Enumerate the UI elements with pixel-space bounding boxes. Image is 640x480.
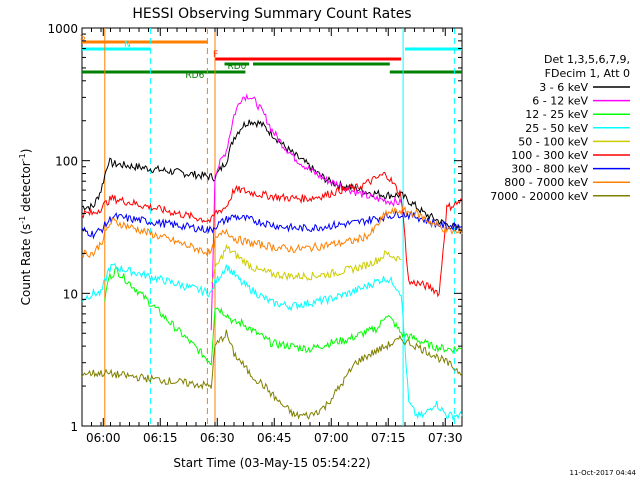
y-tick-label: 1000 [47, 22, 78, 36]
legend-label: 6 - 12 keV [532, 95, 588, 108]
series-layer [81, 93, 463, 422]
y-axis-label-sup: -1 [18, 216, 27, 224]
y-tick-label: 1 [70, 420, 78, 434]
series-line [81, 329, 463, 420]
x-tick-label: 07:00 [314, 431, 349, 445]
footer-timestamp: 11-Oct-2017 04:44 [570, 469, 637, 477]
legend-label: 7000 - 20000 keV [490, 190, 588, 203]
flag-label: RD0 [228, 62, 247, 72]
flag-label: S [80, 33, 86, 43]
vlines-layer [104, 28, 455, 426]
y-axis-label: Count Rate (s-1 detector-1) [18, 149, 33, 306]
x-tick-label: 07:15 [371, 431, 406, 445]
legend-label: 3 - 6 keV [539, 81, 588, 94]
y-tick-label: 100 [55, 155, 78, 169]
y-axis-label-mid: detector [19, 161, 33, 216]
x-tick-label: 06:45 [257, 431, 292, 445]
legend: Det 1,3,5,6,7,9, FDecim 1, Att 0 3 - 6 k… [490, 53, 630, 203]
series-line [81, 171, 463, 298]
flag-label: N [124, 40, 131, 50]
legend-label: 50 - 100 keV [518, 135, 588, 148]
flag-label: F [213, 50, 218, 60]
legend-label: 800 - 7000 keV [504, 176, 588, 189]
series-line [104, 265, 463, 366]
x-tick-label: 06:00 [86, 431, 121, 445]
series-line [81, 205, 463, 259]
flags-layer: S N F RD0 RD6 [80, 33, 462, 81]
x-tick-label: 06:30 [200, 431, 235, 445]
series-line [81, 119, 463, 235]
legend-label: 12 - 25 keV [525, 108, 588, 121]
series-line [81, 209, 463, 240]
y-axis-label-main: Count Rate (s [19, 224, 33, 306]
y-tick-label: 10 [63, 287, 78, 301]
y-axis-label-sup2: -1 [18, 153, 27, 161]
series-line [210, 93, 402, 331]
legend-header-1: Det 1,3,5,6,7,9, [544, 53, 630, 66]
x-axis-label: Start Time (03-May-15 05:54:22) [173, 456, 370, 470]
legend-label: 100 - 300 keV [511, 149, 588, 162]
series-line [81, 262, 463, 422]
x-tick-label: 07:30 [428, 431, 463, 445]
legend-label: 300 - 800 keV [511, 163, 588, 176]
x-tick-label: 06:15 [143, 431, 178, 445]
y-axis-label-end: ) [19, 149, 33, 154]
series-line [210, 243, 402, 284]
axis-layer: 06:00 06:15 06:30 06:45 07:00 07:15 07:30 1 10 10… [47, 22, 462, 445]
legend-header-2: FDecim 1, Att 0 [545, 67, 630, 80]
flag-label: RD6 [185, 71, 204, 81]
legend-label: 25 - 50 keV [525, 122, 588, 135]
chart-title: HESSI Observing Summary Count Rates [132, 6, 411, 22]
